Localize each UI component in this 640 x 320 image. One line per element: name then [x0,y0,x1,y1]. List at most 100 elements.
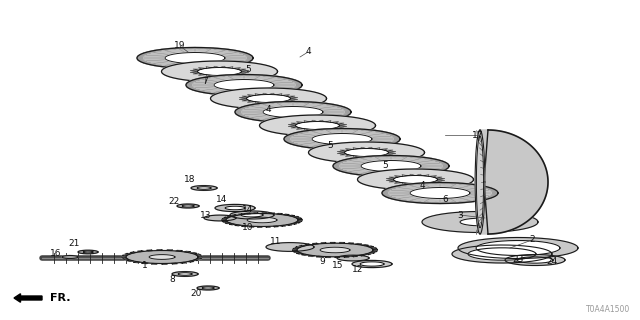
Polygon shape [287,134,294,136]
Polygon shape [259,120,267,121]
Polygon shape [221,220,226,221]
Polygon shape [369,147,376,148]
Polygon shape [147,250,153,251]
Polygon shape [333,166,339,168]
Polygon shape [223,217,229,218]
Polygon shape [138,60,144,61]
Polygon shape [172,272,198,276]
Polygon shape [225,223,231,224]
Polygon shape [296,83,302,85]
Polygon shape [229,50,236,51]
Polygon shape [292,80,299,82]
Text: 1: 1 [142,261,148,270]
Polygon shape [360,129,369,130]
Polygon shape [236,109,243,110]
Polygon shape [250,226,255,227]
Polygon shape [296,122,305,123]
Polygon shape [391,175,400,177]
Text: 14: 14 [243,205,253,214]
Polygon shape [381,145,389,147]
Polygon shape [333,105,340,106]
Polygon shape [467,184,474,185]
Polygon shape [316,129,324,130]
Polygon shape [210,93,218,94]
Polygon shape [190,71,198,73]
Polygon shape [259,103,267,104]
Polygon shape [202,287,214,289]
Polygon shape [295,82,301,83]
Polygon shape [393,136,399,137]
Polygon shape [214,79,274,91]
Polygon shape [238,107,244,109]
Text: 14: 14 [216,196,228,204]
Polygon shape [288,125,296,127]
Polygon shape [293,121,302,123]
Polygon shape [239,52,246,53]
Polygon shape [237,69,246,70]
Text: 3: 3 [457,211,463,220]
Polygon shape [284,137,290,139]
Polygon shape [187,87,193,88]
Polygon shape [386,178,395,180]
Polygon shape [409,156,417,157]
Polygon shape [296,218,301,219]
Polygon shape [189,80,196,82]
Polygon shape [409,183,415,185]
Polygon shape [278,92,285,93]
Polygon shape [336,161,343,163]
Polygon shape [365,156,373,157]
Text: 8: 8 [169,276,175,284]
Polygon shape [247,56,253,58]
Polygon shape [241,70,249,71]
Polygon shape [319,103,327,104]
Polygon shape [289,79,296,80]
Polygon shape [226,94,235,95]
Polygon shape [440,182,449,184]
Text: 12: 12 [352,266,364,275]
Polygon shape [295,132,302,133]
Polygon shape [236,114,243,115]
Polygon shape [191,252,197,254]
Text: 13: 13 [200,211,212,220]
Polygon shape [286,224,292,225]
Polygon shape [305,244,311,245]
Polygon shape [242,226,247,227]
Polygon shape [337,153,346,154]
Polygon shape [210,76,218,77]
Polygon shape [443,166,449,168]
Polygon shape [246,213,251,214]
Polygon shape [358,169,474,190]
Polygon shape [126,251,198,263]
Polygon shape [241,117,248,118]
Polygon shape [339,125,347,127]
Polygon shape [291,127,300,128]
Polygon shape [360,147,367,149]
Polygon shape [351,148,360,149]
Polygon shape [229,224,236,225]
Polygon shape [341,115,348,117]
Polygon shape [262,94,270,95]
Polygon shape [372,251,378,252]
Polygon shape [220,75,227,77]
Polygon shape [369,252,375,253]
Polygon shape [154,50,161,51]
Polygon shape [238,115,244,117]
Polygon shape [161,66,169,67]
Polygon shape [373,148,380,149]
Polygon shape [388,198,396,199]
Text: 11: 11 [270,237,282,246]
Polygon shape [148,51,156,52]
Polygon shape [337,106,345,107]
Polygon shape [387,153,396,154]
Polygon shape [336,169,343,171]
Polygon shape [232,215,238,216]
Polygon shape [284,121,293,123]
Polygon shape [304,121,310,122]
Text: 15: 15 [332,260,344,269]
Polygon shape [184,251,191,252]
Text: 22: 22 [168,197,180,206]
Polygon shape [235,112,241,114]
Polygon shape [232,74,241,75]
Polygon shape [335,127,344,128]
Polygon shape [373,156,380,157]
